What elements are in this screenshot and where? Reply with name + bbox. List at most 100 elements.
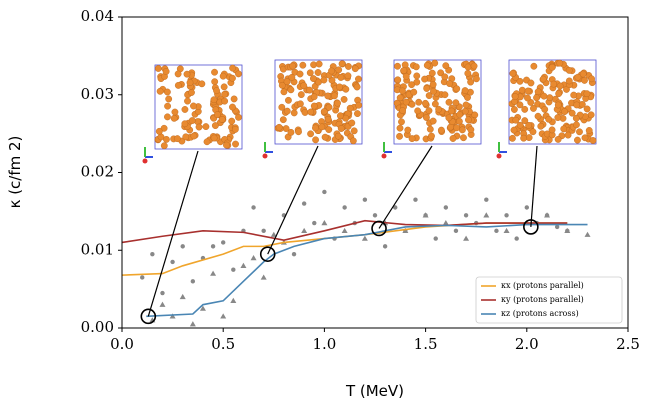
inset-particle: [307, 130, 314, 138]
inset-particle: [219, 72, 227, 80]
inset-particle: [473, 75, 480, 83]
inset-image: [496, 59, 597, 159]
inset-particle: [545, 115, 553, 123]
inset-particle: [325, 126, 333, 133]
inset-particle: [533, 94, 540, 102]
x-tick-label: 1.5: [414, 335, 438, 353]
inset-particle: [554, 114, 562, 121]
inset-particle: [510, 106, 518, 113]
inset-particle: [429, 117, 437, 125]
scatter-point: [524, 205, 529, 210]
inset-particle: [540, 92, 548, 100]
inset-particle: [465, 116, 472, 124]
inset-particle: [435, 105, 443, 113]
scatter-point: [393, 205, 398, 210]
inset-particle: [430, 87, 437, 95]
scatter-point: [362, 197, 368, 202]
inset-particle: [554, 136, 562, 143]
scatter-point: [160, 290, 165, 296]
scatter-point: [312, 220, 317, 226]
scatter-triangle: [179, 293, 186, 300]
inset-particle: [320, 76, 328, 84]
scatter-triangle: [240, 262, 247, 268]
inset-particle: [521, 117, 529, 125]
inset-particle: [520, 134, 528, 142]
inset-particle: [165, 95, 173, 103]
inset-particle: [425, 92, 433, 99]
inset-particle: [312, 136, 319, 144]
inset-particle: [442, 62, 450, 70]
inset-image: [262, 59, 363, 159]
inset-particle: [351, 65, 359, 73]
inset-particle: [565, 66, 573, 74]
connector: [147, 150, 199, 317]
inset-particle: [336, 112, 344, 120]
inset-particle: [211, 68, 218, 76]
inset-particle: [461, 87, 469, 94]
inset-particle: [560, 125, 568, 133]
axis-icon: [262, 153, 268, 159]
inset-particle: [573, 121, 580, 129]
inset-particle: [448, 107, 455, 115]
inset-particle: [576, 128, 583, 136]
x-axis-label: T (MeV): [345, 382, 404, 400]
inset-particle: [296, 70, 304, 78]
inset-particle: [160, 142, 168, 150]
scatter-triangle: [260, 274, 267, 280]
inset-particle: [287, 86, 295, 94]
inset-particle: [296, 100, 304, 108]
inset-particle: [173, 135, 181, 143]
inset-particle: [229, 74, 236, 82]
scatter-point: [494, 228, 499, 234]
inset-particle: [452, 99, 460, 107]
inset-particle: [229, 64, 236, 72]
inset-particle: [280, 88, 288, 96]
inset-particle: [275, 123, 283, 131]
inset-particle: [423, 85, 431, 92]
inset-particle: [210, 134, 218, 142]
inset-particle: [423, 61, 431, 69]
inset-particle: [445, 114, 453, 122]
inset-particle: [171, 108, 179, 116]
inset-particle: [232, 140, 239, 148]
inset-particle: [287, 128, 295, 136]
scatter-triangle: [270, 231, 277, 237]
inset-particle: [524, 94, 531, 102]
inset-particle: [408, 135, 416, 142]
inset-particle: [554, 101, 562, 109]
inset-particle: [211, 122, 219, 129]
scatter-triangle: [422, 212, 429, 218]
legend-label: κx (protons parallel): [501, 281, 584, 290]
scatter-triangle: [442, 220, 449, 226]
inset-particle: [355, 101, 363, 109]
scatter-point: [372, 213, 378, 218]
scatter-triangle: [402, 227, 409, 234]
scatter-point: [484, 197, 489, 202]
inset-particle: [344, 72, 352, 80]
inset-particle: [331, 92, 338, 100]
inset-particle: [181, 106, 189, 113]
axis-icon: [142, 158, 148, 164]
inset-particle: [301, 109, 309, 116]
highlight-marker: [259, 246, 276, 262]
inset-particle: [202, 123, 210, 130]
inset-particle: [581, 134, 589, 142]
scatter-triangle: [199, 305, 206, 311]
scatter-point: [413, 197, 418, 202]
inset-particle: [310, 102, 318, 110]
inset-particle: [334, 132, 342, 140]
inset-particle: [464, 63, 472, 71]
inset-particle: [186, 79, 194, 87]
inset-particle: [401, 61, 409, 69]
inset-particle: [530, 62, 538, 70]
scatter-triangle: [503, 227, 510, 234]
inset-particle: [402, 72, 410, 80]
inset-particle: [211, 78, 219, 86]
scatter-point: [291, 251, 297, 257]
inset-particle: [318, 123, 326, 131]
inset-particle: [214, 111, 221, 119]
inset-particle: [524, 87, 532, 95]
inset-particle: [573, 101, 581, 109]
scatter-triangle: [230, 297, 237, 303]
inset-particle: [279, 116, 287, 124]
